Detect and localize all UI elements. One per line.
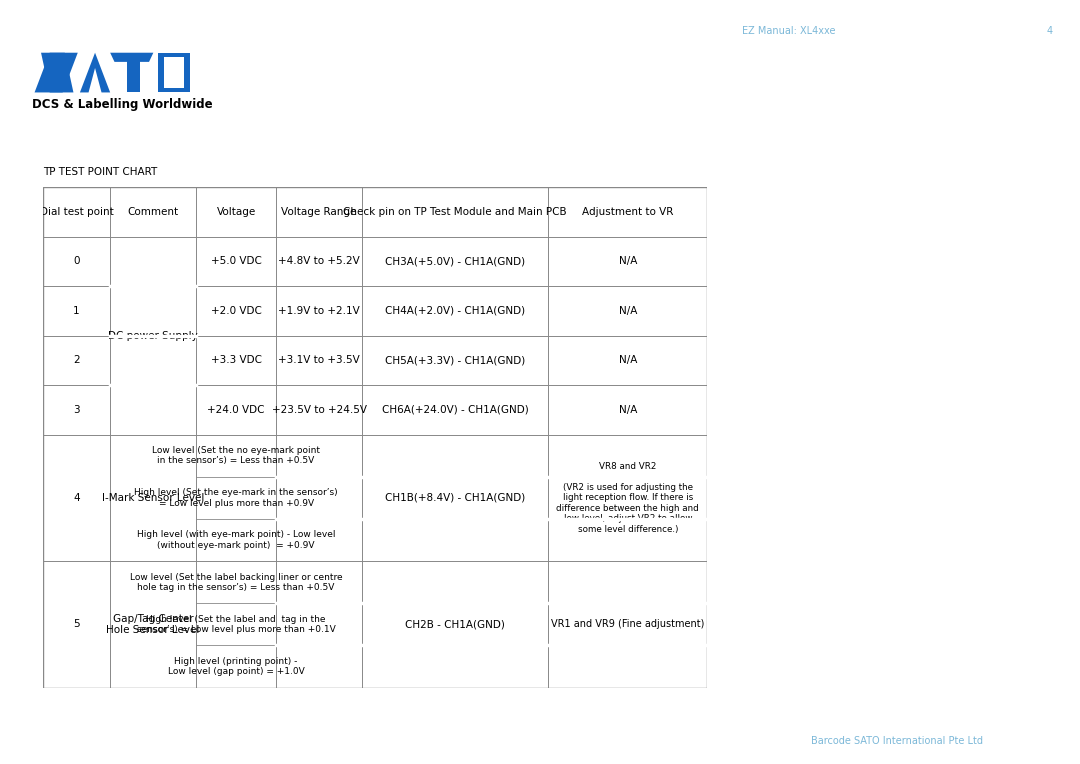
Text: ◄ previous | home | next ►: ◄ previous | home | next ► [786,691,1009,709]
Text: +2.0 VDC: +2.0 VDC [211,306,261,316]
Text: N/A: N/A [619,257,637,267]
Text: CH3A(+5.0V) - CH1A(GND): CH3A(+5.0V) - CH1A(GND) [386,257,525,267]
Text: High level (printing point) -
Low level (gap point) = +1.0V: High level (printing point) - Low level … [167,657,305,676]
Text: 1: 1 [73,306,80,316]
Text: 0: 0 [73,257,80,267]
Text: High level (Set the eye-mark in the sensor’s)
= Low level plus more than +0.9V: High level (Set the eye-mark in the sens… [134,488,338,507]
Polygon shape [110,53,153,62]
Text: 3: 3 [73,405,80,415]
Text: +5.0 VDC: +5.0 VDC [211,257,261,267]
Text: N/A: N/A [619,355,637,365]
Text: Electric Checks and Adjustments: Electric Checks and Adjustments [747,299,975,312]
Text: N/A: N/A [619,405,637,415]
Text: Low level (Set the no eye-mark point
in the sensor’s) = Less than +0.5V: Low level (Set the no eye-mark point in … [152,446,320,465]
Text: EZ Manual: XL4xxe: EZ Manual: XL4xxe [742,26,836,37]
Text: Barcode SATO International Pte Ltd: Barcode SATO International Pte Ltd [811,736,984,746]
Text: Adjustment to VR: Adjustment to VR [582,207,674,217]
Polygon shape [127,53,140,92]
Polygon shape [35,53,78,92]
Text: +24.0 VDC: +24.0 VDC [207,405,265,415]
Text: +23.5V to +24.5V: +23.5V to +24.5V [271,405,366,415]
Text: VR8 and VR2

(VR2 is used for adjusting the
light reception flow. If there is
di: VR8 and VR2 (VR2 is used for adjusting t… [556,462,699,533]
Text: +3.1V to +3.5V: +3.1V to +3.5V [279,355,360,365]
Text: 4: 4 [73,493,80,503]
Text: 5: 5 [73,620,80,630]
Text: DC power Supply: DC power Supply [108,331,198,341]
Text: N/A: N/A [619,306,637,316]
Polygon shape [80,53,110,92]
Text: I-Mark Sensor Level: I-Mark Sensor Level [102,493,204,503]
Text: High level (with eye-mark point) - Low level
(without eye-mark point)  = +0.9V: High level (with eye-mark point) - Low l… [137,530,336,550]
Polygon shape [158,53,190,92]
Text: +4.8V to +5.2V: +4.8V to +5.2V [279,257,360,267]
Text: DCS & Labelling Worldwide: DCS & Labelling Worldwide [32,98,213,111]
Text: Voltage: Voltage [216,207,256,217]
Text: Low level (Set the label backing liner or centre
hole tag in the sensor’s) = Les: Low level (Set the label backing liner o… [130,572,342,592]
Text: Voltage Range: Voltage Range [282,207,356,217]
Text: CH5A(+3.3V) - CH1A(GND): CH5A(+3.3V) - CH1A(GND) [386,355,525,365]
Text: Dial test point: Dial test point [40,207,113,217]
Text: CH4A(+2.0V) - CH1A(GND): CH4A(+2.0V) - CH1A(GND) [386,306,525,316]
Text: +1.9V to +2.1V: +1.9V to +2.1V [279,306,360,316]
Text: TP TEST POINT CHART: TP TEST POINT CHART [43,167,158,177]
Text: 2: 2 [73,355,80,365]
Text: +3.3 VDC: +3.3 VDC [211,355,261,365]
Text: Comment: Comment [127,207,178,217]
Polygon shape [164,57,184,88]
Text: Chart 2: Chart 2 [742,354,896,395]
Polygon shape [41,53,73,92]
Text: High level (Set the label and  tag in the
sensor’s) = Low level plus more than +: High level (Set the label and tag in the… [137,615,336,634]
Text: CH2B - CH1A(GND): CH2B - CH1A(GND) [405,620,505,630]
Text: VR1 and VR9 (Fine adjustment): VR1 and VR9 (Fine adjustment) [551,620,704,630]
Text: CH1B(+8.4V) - CH1A(GND): CH1B(+8.4V) - CH1A(GND) [386,493,525,503]
Text: CH6A(+24.0V) - CH1A(GND): CH6A(+24.0V) - CH1A(GND) [382,405,528,415]
Text: 4: 4 [1047,26,1053,37]
Text: Check pin on TP Test Module and Main PCB: Check pin on TP Test Module and Main PCB [343,207,567,217]
Text: Gap/Tag Center
Hole Sensor Level: Gap/Tag Center Hole Sensor Level [107,613,200,635]
